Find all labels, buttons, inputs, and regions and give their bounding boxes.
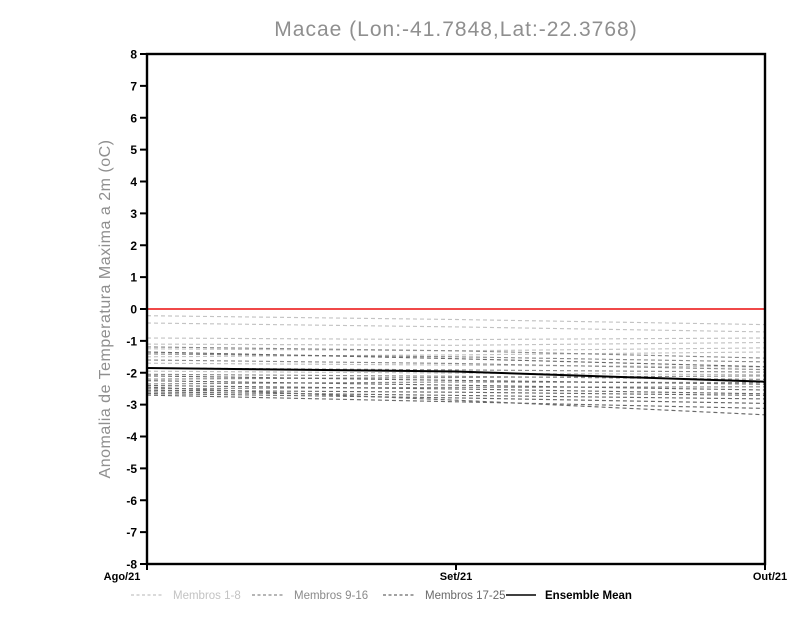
y-tick-label: -5 — [126, 462, 137, 476]
y-tick-label: -3 — [126, 398, 137, 412]
y-tick-label: 2 — [130, 239, 137, 253]
ensemble-member-line — [146, 375, 766, 380]
x-tick-label: Ago/21 — [104, 571, 141, 583]
ensemble-member-line — [146, 391, 766, 400]
ensemble-member-line — [146, 392, 766, 404]
chart-title: Macae (Lon:-41.7848,Lat:-22.3768) — [274, 18, 637, 41]
legend-label-membros-1-8: Membros 1-8 — [173, 590, 241, 602]
ensemble-member-line — [146, 380, 766, 391]
ensemble-member-line — [146, 389, 766, 396]
x-tick-label: Set/21 — [440, 571, 472, 583]
y-tick-label: 3 — [130, 207, 137, 221]
y-tick-label: -7 — [126, 526, 137, 540]
ensemble-mean-line — [146, 367, 766, 383]
legend-label-membros-17-25: Membros 17-25 — [425, 590, 506, 602]
ensemble-member-line — [146, 322, 766, 333]
ensemble-member-line — [146, 359, 766, 371]
y-tick-label: -1 — [126, 334, 137, 348]
y-tick-label: 5 — [130, 143, 137, 157]
ensemble-member-line — [146, 367, 766, 373]
ensemble-member-line — [146, 346, 766, 359]
ensemble-member-line — [146, 384, 766, 395]
y-tick-label: 4 — [130, 175, 137, 189]
y-tick-label: -8 — [126, 558, 137, 572]
ensemble-member-line — [146, 351, 766, 368]
ensemble-member-line — [146, 370, 766, 376]
y-tick-label: 0 — [130, 303, 137, 317]
ensemble-mean-layer — [146, 367, 766, 383]
y-tick-label: 1 — [130, 271, 137, 285]
ensemble-member-line — [146, 394, 766, 409]
ensemble-member-line — [146, 386, 766, 390]
ensemble-member-line — [146, 373, 766, 380]
ensemble-member-line — [146, 353, 766, 363]
ensemble-member-line — [146, 375, 766, 385]
legend-label-membros-9-16: Membros 9-16 — [294, 590, 368, 602]
y-tick-label: 7 — [130, 79, 137, 93]
ensemble-member-line — [146, 337, 766, 341]
y-tick-label: -2 — [126, 366, 137, 380]
ensemble-member-line — [146, 381, 766, 385]
legend: Membros 1-8 Membros 9-16 Membros 17-25 E… — [131, 590, 632, 602]
x-tick-label: Out/21 — [753, 571, 787, 583]
ensemble-members-layer — [146, 315, 766, 416]
y-tick-label: -6 — [126, 494, 137, 508]
ensemble-member-line — [146, 351, 766, 358]
legend-label-ensemble-mean: Ensemble Mean — [545, 590, 632, 602]
ensemble-member-line — [146, 315, 766, 326]
ensemble-member-line — [146, 386, 766, 416]
y-tick-label: -4 — [126, 430, 137, 444]
axes-layer: -8 -7 -6 -5 -4 -3 -2 -1 0 1 2 3 4 5 6 7 8 Ago/21 Set/21 Out… — [104, 48, 787, 584]
ensemble-member-line — [146, 362, 766, 368]
y-tick-label: 8 — [130, 48, 137, 62]
y-axis-label: Anomalia de Temperatura Maxima a 2m (oC) — [97, 140, 114, 479]
y-tick-label: 6 — [130, 111, 137, 125]
ensemble-member-line — [146, 341, 766, 346]
